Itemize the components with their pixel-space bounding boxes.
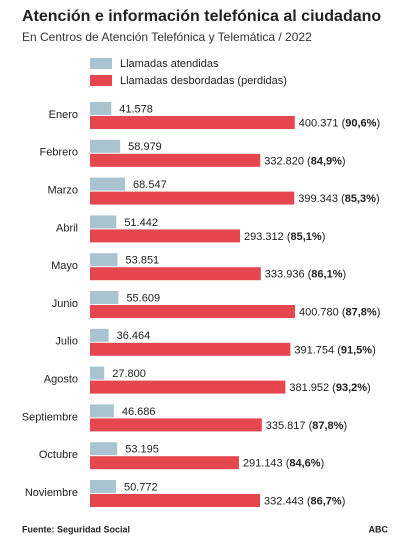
bar [90,456,239,470]
bar [90,116,295,129]
category-label: Febrero [39,147,78,159]
bar [90,253,118,267]
category-label: Mayo [51,260,78,272]
bar [90,342,291,356]
bar [90,139,121,153]
category-label: Agosto [44,374,78,386]
value-label: 51.442 [124,217,158,229]
category-label: Noviembre [25,487,78,499]
bar [90,153,261,167]
bar [90,305,295,318]
value-label: 400.780 (87,8%) [299,306,380,318]
bar [90,442,118,456]
category-label: Marzo [47,185,78,197]
value-label: 58.979 [128,141,162,153]
bar [90,229,241,243]
value-label: 291.143 (84,6%) [243,458,324,470]
bar [90,267,261,281]
bar [90,215,117,229]
value-label: 333.936 (86,1%) [265,269,346,281]
chart-subtitle: En Centros de Atención Telefónica y Tele… [22,30,312,44]
value-label: 399.343 (85,3%) [298,193,379,205]
value-label: 381.952 (93,2%) [289,382,370,394]
value-label: 68.547 [133,179,167,191]
bar [90,328,109,342]
value-label: 400.371 (90,6%) [299,117,380,129]
credit: ABC [369,524,389,534]
value-label: 293.312 (85,1%) [244,231,325,243]
value-label: 391.754 (91,5%) [294,344,375,356]
bar [90,366,105,380]
value-label: 53.195 [125,444,159,456]
bar [90,404,114,418]
bar [90,418,262,432]
legend-swatch [90,75,112,86]
bar [90,177,126,191]
category-label: Septiembre [22,411,78,423]
value-label: 53.851 [126,255,160,267]
value-label: 55.609 [126,292,160,304]
bar [90,380,286,394]
legend-label: Llamadas atendidas [120,58,219,70]
bar [90,102,112,115]
legend-label: Llamadas desbordadas (perdidas) [120,75,287,87]
chart-title: Atención e información telefónica al ciu… [22,8,381,25]
value-label: 27.800 [112,368,146,380]
category-label: Julio [55,336,78,348]
value-label: 332.443 (86,7%) [264,495,345,507]
value-label: 332.820 (84,9%) [264,155,345,167]
value-label: 50.772 [124,481,158,493]
category-label: Enero [49,109,78,121]
legend-swatch [90,58,112,69]
bar [90,480,116,493]
value-label: 335.817 (87,8%) [266,420,347,432]
bar [90,291,119,304]
value-label: 36.464 [117,330,151,342]
source: Fuente: Seguridad Social [22,524,130,534]
category-label: Junio [52,298,78,310]
value-label: 41.578 [119,103,153,115]
bar [90,494,261,507]
category-label: Abril [56,222,78,234]
value-label: 46.686 [122,406,156,418]
category-label: Octubre [39,449,78,461]
bar [90,191,295,205]
